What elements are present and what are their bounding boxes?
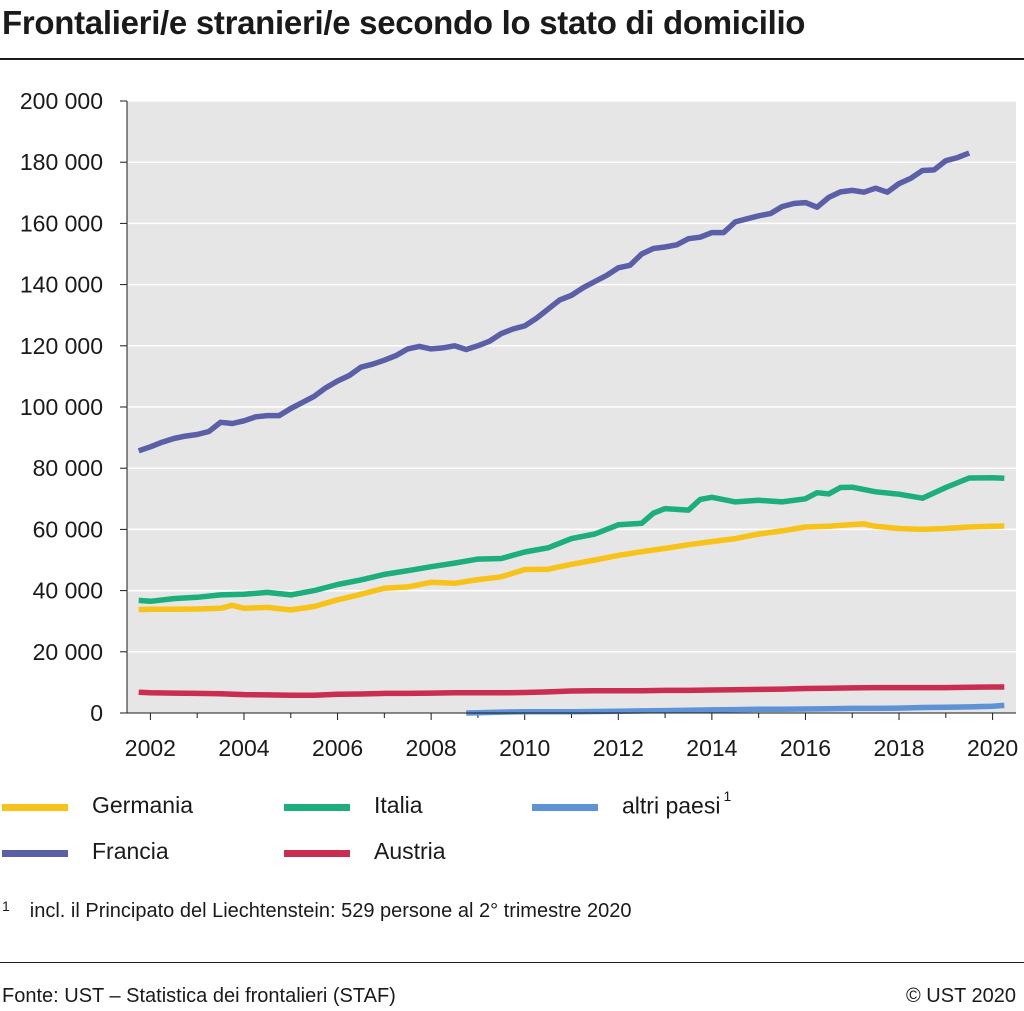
legend-item-altri-paesi: altri paesi 1 <box>532 788 832 822</box>
legend-item-austria: Austria <box>284 838 584 868</box>
legend-item-francia: Francia <box>2 838 302 868</box>
legend-item-italia: Italia <box>284 792 584 822</box>
x-tick-label: 2008 <box>406 735 457 761</box>
y-tick-label: 20 000 <box>33 639 103 665</box>
y-tick-label: 40 000 <box>33 578 103 604</box>
x-tick-label: 2006 <box>312 735 363 761</box>
legend-label: Francia <box>92 838 169 864</box>
series-lines <box>137 150 1005 716</box>
y-tick-label: 200 000 <box>20 88 103 114</box>
copyright-text: © UST 2020 <box>906 985 1016 1007</box>
series-line-francia <box>137 150 971 454</box>
legend-label: Germania <box>92 792 193 818</box>
x-tick-label: 2016 <box>780 735 831 761</box>
x-tick-label: 2020 <box>967 735 1018 761</box>
x-tick-label: 2010 <box>499 735 550 761</box>
legend-label: altri paesi 1 <box>622 788 732 819</box>
legend-label: Austria <box>374 838 446 864</box>
y-tick-label: 120 000 <box>20 333 103 359</box>
legend-swatch <box>2 804 68 811</box>
legend-swatch <box>284 850 350 857</box>
footnote: 1 incl. il Principato del Liechtenstein: … <box>2 898 632 923</box>
legend-item-germania: Germania <box>2 792 302 822</box>
line-chart: 0 20 000 40 000 60 000 80 000 100 000 120 000 1… <box>20 88 1018 761</box>
legend-swatch <box>2 850 68 857</box>
y-tick-label: 140 000 <box>20 272 103 298</box>
chart-title: Frontalieri/e stranieri/e secondo lo sta… <box>2 4 806 41</box>
series-line-germania <box>138 521 1005 613</box>
series-line-austria <box>138 684 1005 699</box>
y-tick-label: 0 <box>90 700 103 726</box>
x-tick-label: 2004 <box>218 735 269 761</box>
series-line-altri-paesi <box>466 702 1005 716</box>
y-tick-label: 160 000 <box>20 210 103 236</box>
gridlines <box>127 100 1016 653</box>
x-tick-label: 2014 <box>686 735 737 761</box>
y-axis-ticks: 0 20 000 40 000 60 000 80 000 100 000 120 000 1… <box>20 88 127 726</box>
title-divider <box>0 58 1024 60</box>
x-tick-label: 2002 <box>125 735 176 761</box>
x-tick-label: 2012 <box>593 735 644 761</box>
y-tick-label: 100 000 <box>20 394 103 420</box>
footnote-text: incl. il Principato del Liechtenstein: 5… <box>29 900 632 922</box>
footnote-number: 1 <box>2 898 10 914</box>
legend-swatch <box>284 804 350 811</box>
source-text: Fonte: UST – Statistica dei frontalieri … <box>2 985 396 1007</box>
y-tick-label: 60 000 <box>33 516 103 542</box>
legend-swatch <box>532 804 598 811</box>
x-tick-label: 2018 <box>873 735 924 761</box>
x-axis-ticks: 2002 2004 2006 2008 2010 2012 2014 2016 2018 2020 <box>125 713 1018 761</box>
legend-label: Italia <box>374 792 423 818</box>
y-tick-label: 180 000 <box>20 149 103 175</box>
footnote-marker: 1 <box>723 788 732 804</box>
series-line-italia <box>138 474 1005 605</box>
footer-divider <box>0 962 1024 963</box>
y-tick-label: 80 000 <box>33 455 103 481</box>
